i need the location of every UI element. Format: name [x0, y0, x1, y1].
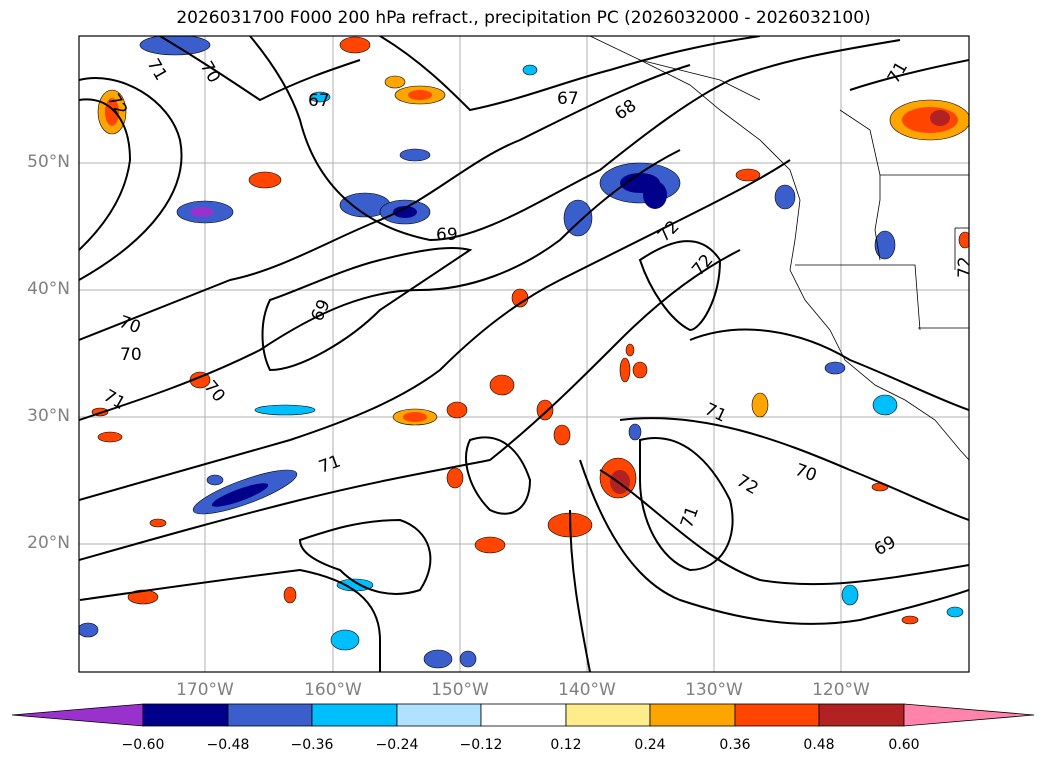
colorbar-swatch — [227, 703, 313, 727]
colorbar-swatch — [142, 703, 229, 727]
contour-label: 70 — [120, 345, 142, 365]
refractivity-contours — [79, 36, 969, 672]
lat-label-30n: 30°N — [27, 406, 70, 426]
lon-label-120w: 120°W — [812, 680, 870, 700]
colorbar-tick: −0.48 — [206, 737, 250, 753]
colorbar-tick: −0.12 — [459, 737, 503, 753]
lat-label-50n: 50°N — [27, 152, 70, 172]
lat-label-40n: 40°N — [27, 279, 70, 299]
coastlines — [589, 36, 969, 461]
map-frame — [78, 35, 970, 673]
contour-label: 72 — [955, 256, 975, 278]
colorbar-swatch — [734, 703, 820, 727]
plot-area — [79, 36, 969, 672]
colorbar-extend-low — [11, 703, 144, 727]
lon-label-160w: 160°W — [304, 680, 362, 700]
colorbar-tick: −0.36 — [290, 737, 334, 753]
colorbar-swatch — [480, 703, 567, 727]
colorbar-swatch — [818, 703, 905, 727]
colorbar-swatch — [311, 703, 398, 727]
contour-label: 67 — [308, 91, 330, 111]
negative-anomaly-areas — [79, 36, 964, 669]
map-title: 2026031700 F000 200 hPa refract., precip… — [176, 8, 871, 28]
lon-label-140w: 140°W — [558, 680, 616, 700]
lon-label-130w: 130°W — [685, 680, 743, 700]
lon-label-150w: 150°W — [431, 680, 489, 700]
colorbar-tick: 0.48 — [803, 737, 835, 753]
colorbar-swatch — [565, 703, 651, 727]
colorbar-tick: −0.60 — [121, 737, 165, 753]
lon-label-170w: 170°W — [176, 680, 234, 700]
colorbar-tick: 0.60 — [888, 737, 920, 753]
lat-label-20n: 20°N — [27, 533, 70, 553]
colorbar-tick: 0.36 — [719, 737, 751, 753]
colorbar — [11, 703, 1035, 727]
colorbar-extend-high — [903, 703, 1035, 727]
colorbar-tick: 0.24 — [634, 737, 666, 753]
contour-label: 67 — [557, 89, 579, 109]
colorbar-tick: 0.12 — [550, 737, 582, 753]
colorbar-swatch — [396, 703, 482, 727]
colorbar-swatch — [649, 703, 736, 727]
contour-label: 69 — [436, 225, 458, 245]
colorbar-tick: −0.24 — [375, 737, 419, 753]
